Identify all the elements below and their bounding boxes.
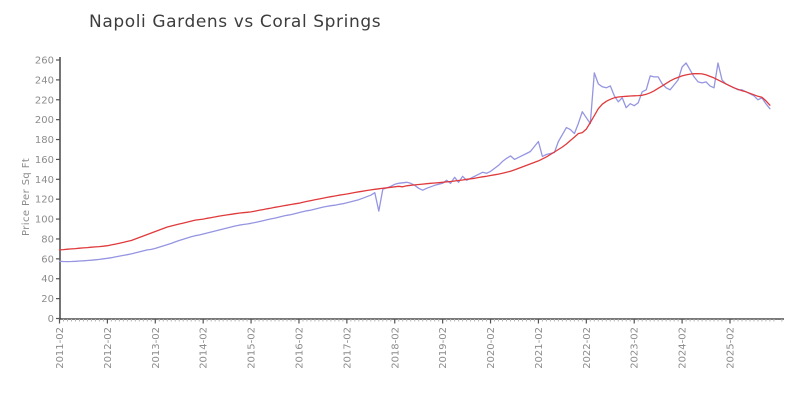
x-tick-label: 2011-02 xyxy=(55,327,66,369)
x-tick-label: 2018-02 xyxy=(390,327,401,369)
y-tick-label: 140 xyxy=(35,175,54,186)
y-tick-label: 220 xyxy=(35,95,54,106)
x-tick-label: 2012-02 xyxy=(103,327,114,369)
x-tick-label: 2016-02 xyxy=(294,327,305,369)
y-tick-label: 260 xyxy=(35,56,54,67)
y-tick-label: 20 xyxy=(41,294,54,305)
y-tick-label: 100 xyxy=(35,215,54,226)
x-tick-label: 2015-02 xyxy=(247,327,258,369)
y-tick-label: 80 xyxy=(41,234,54,245)
x-tick-label: 2024-02 xyxy=(678,327,689,369)
x-tick-label: 2023-02 xyxy=(630,327,641,369)
y-tick-label: 40 xyxy=(41,274,54,285)
x-tick-label: 2021-02 xyxy=(534,327,545,369)
x-tick-label: 2022-02 xyxy=(582,327,593,369)
y-tick-label: 0 xyxy=(48,314,54,325)
chart-title: Napoli Gardens vs Coral Springs xyxy=(89,12,382,32)
x-tick-label: 2017-02 xyxy=(342,327,353,369)
y-tick-label: 200 xyxy=(35,115,54,126)
y-tick-label: 160 xyxy=(35,155,54,166)
y-tick-label: 120 xyxy=(35,195,54,206)
y-tick-label: 60 xyxy=(41,254,54,265)
y-tick-label: 180 xyxy=(35,135,54,146)
x-tick-label: 2014-02 xyxy=(199,327,210,369)
x-tick-label: 2020-02 xyxy=(486,327,497,369)
x-tick-label: 2013-02 xyxy=(151,327,162,369)
x-tick-label: 2019-02 xyxy=(438,327,449,369)
y-tick-label: 240 xyxy=(35,75,54,86)
napoli-gardens-line xyxy=(58,62,771,263)
x-tick-label: 2025-02 xyxy=(726,327,737,369)
coral-springs-line xyxy=(58,72,771,251)
